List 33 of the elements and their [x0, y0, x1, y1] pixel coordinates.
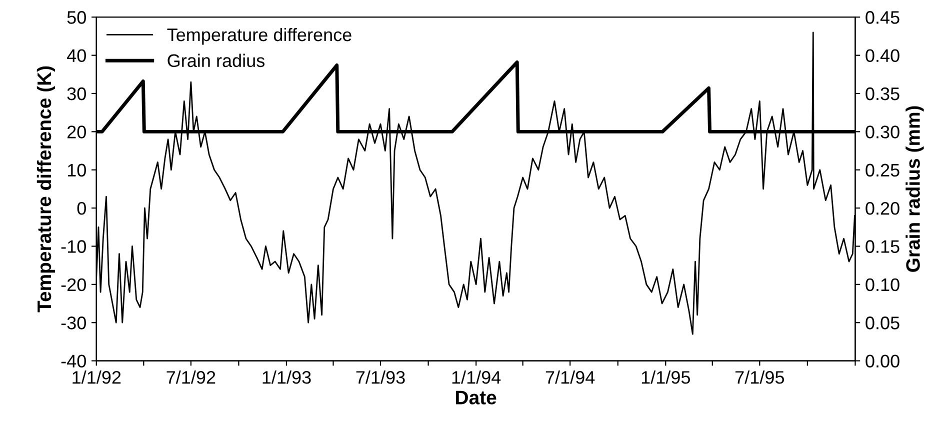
y2-tick-label: 0.25 [866, 164, 900, 177]
y2-tick-label: 0.30 [866, 126, 900, 138]
x-tick-label: 1/1/94 [452, 370, 501, 384]
x-tick-label: 7/1/93 [356, 370, 405, 384]
y2-tick-label: 0.15 [866, 240, 900, 253]
legend-label: Temperature difference [167, 28, 352, 45]
y2-tick-label: 0.35 [866, 87, 900, 100]
y-tick-label: -10 [61, 240, 86, 253]
y-tick-label: 20 [67, 126, 86, 138]
y2-tick-label: 0.00 [866, 354, 900, 368]
y2-axis-title: Grain radius (mm) [906, 106, 924, 272]
y-tick-label: 0 [77, 202, 86, 215]
x-tick-label: 1/1/93 [262, 370, 311, 384]
y-tick-label: -30 [61, 316, 86, 330]
y2-tick-label: 0.20 [866, 202, 900, 215]
y-tick-label: -40 [61, 354, 86, 368]
y-tick-label: 40 [67, 49, 86, 62]
y-tick-label: 50 [67, 11, 86, 24]
y2-tick-label: 0.05 [866, 316, 900, 330]
x-tick-label: 7/1/94 [546, 370, 595, 384]
y2-tick-label: 0.45 [866, 11, 900, 24]
y-axis-title: Temperature difference (K) [36, 66, 56, 312]
y2-tick-label: 0.40 [866, 49, 900, 62]
y-tick-label: -20 [61, 278, 86, 292]
y2-tick-label: 0.10 [866, 278, 900, 292]
x-tick-label: 1/1/92 [72, 370, 121, 384]
x-axis-title: Date [456, 390, 496, 404]
x-tick-label: 7/1/92 [166, 370, 216, 384]
x-tick-label: 1/1/95 [642, 370, 690, 384]
y-tick-label: 10 [68, 164, 86, 177]
legend-label: Grain radius [168, 54, 264, 68]
y-tick-label: 30 [67, 87, 86, 100]
x-tick-label: 7/1/95 [735, 370, 784, 384]
